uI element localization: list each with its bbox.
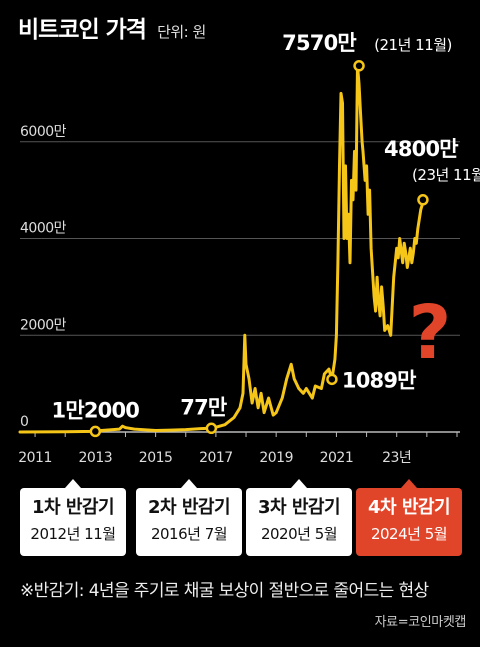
y-tick-labels: 0 2000만 4000만 6000만	[20, 124, 67, 430]
halving-box-3: 3차 반감기 2020년 5월	[246, 479, 352, 556]
price-marker	[417, 194, 429, 206]
price-annotation-label: 4800만	[384, 137, 458, 161]
chart-title: 비트코인 가격	[18, 17, 147, 43]
price-annotation-label: 1만2000	[52, 398, 140, 422]
x-tick-label: 2021	[320, 450, 354, 466]
halving-box-1: 1차 반감기 2012년 11월	[20, 479, 126, 556]
price-annotation-label: 77만	[180, 395, 227, 419]
footnote: ※반감기: 4년을 주기로 채굴 보상이 절반으로 줄어드는 현상	[20, 581, 429, 601]
y-tick-label: 0	[20, 414, 28, 430]
unit-label: 단위: 원	[157, 23, 206, 41]
halving-box-4: 4차 반감기 2024년 5월	[356, 479, 462, 556]
x-tick-label: 23년	[382, 450, 411, 466]
title-row: 비트코인 가격 단위: 원	[18, 10, 206, 44]
x-tick-labels: 2011 2013 2015 2017 2019 2021 23년	[18, 450, 412, 466]
halving-label: 1차 반감기	[31, 497, 115, 518]
price-annotation-note: (21년 11월)	[374, 36, 452, 54]
price-annotation-note: (23년 11월)	[412, 166, 480, 184]
x-tick-label: 2013	[79, 450, 113, 466]
x-tick-label: 2017	[199, 450, 233, 466]
x-tick-label: 2019	[259, 450, 293, 466]
price-annotation-label: 7570만	[282, 31, 356, 55]
grid-lines	[20, 141, 460, 336]
source-credit: 자료=코인마켓캡	[374, 615, 467, 630]
x-tick-label: 2015	[139, 450, 173, 466]
price-marker	[326, 373, 338, 386]
halving-label: 2차 반감기	[147, 497, 231, 518]
price-marker	[89, 425, 102, 438]
halving-date: 2020년 5월	[260, 525, 338, 543]
question-mark: ?	[409, 290, 452, 376]
price-marker	[353, 60, 365, 72]
halving-date: 2024년 5월	[370, 525, 448, 543]
price-markers	[89, 60, 429, 438]
price-series	[18, 64, 425, 434]
price-annotation-label: 1089만	[342, 368, 416, 392]
halving-box-2: 2차 반감기 2016년 7월	[136, 479, 242, 556]
price-marker	[205, 422, 218, 435]
halving-label: 4차 반감기	[367, 497, 451, 518]
halving-label: 3차 반감기	[257, 497, 341, 518]
x-tick-label: 2011	[18, 450, 52, 466]
halving-date: 2012년 11월	[30, 525, 116, 543]
price-line	[18, 64, 425, 434]
y-tick-label: 2000만	[20, 317, 67, 333]
price-chart: 0 2000만 4000만 6000만 2011 2013 2015 2017 2019 202…	[18, 31, 480, 466]
halving-date: 2016년 7월	[150, 525, 228, 543]
y-tick-label: 4000만	[20, 221, 67, 237]
price-annotations: 1만2000 77만 1089만 7570만 (21년 11월) 4800만 (23년 11…	[52, 31, 480, 423]
y-tick-label: 6000만	[20, 124, 67, 140]
